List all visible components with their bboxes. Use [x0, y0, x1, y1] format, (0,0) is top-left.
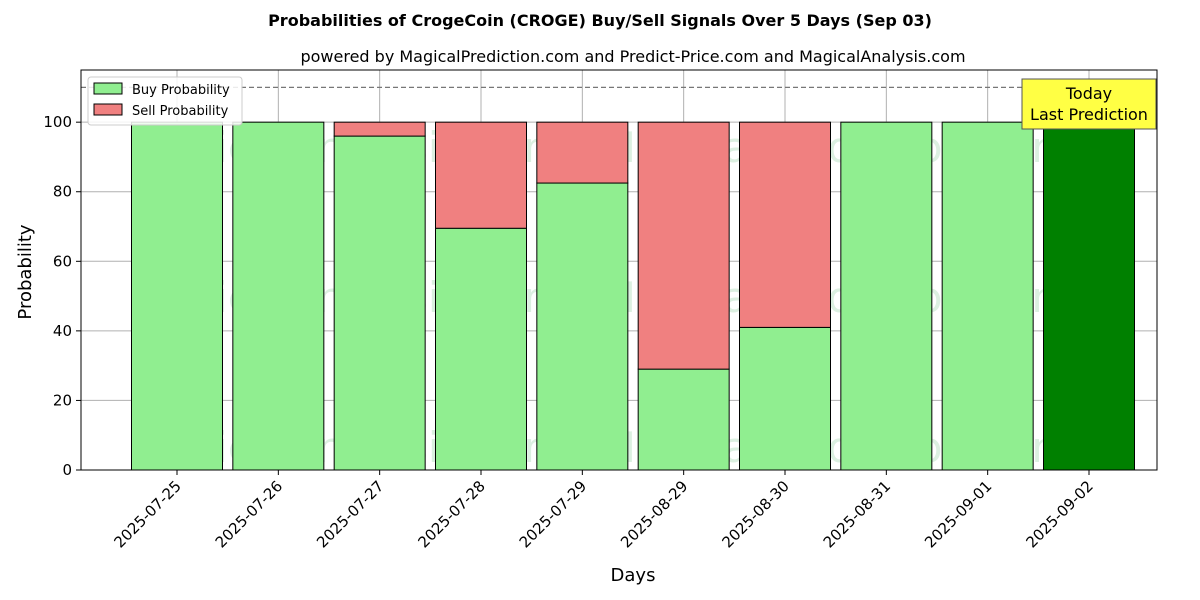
x-tick-label-2025-08-31: 2025-08-31: [820, 477, 894, 551]
chart-subtitle: powered by MagicalPrediction.com and Pre…: [300, 47, 965, 66]
bar-buy-2025-07-28: [435, 227, 527, 471]
legend-swatch-sell: [93, 103, 123, 116]
x-axis: 2025-07-25 2025-07-26 2025-07-27 2025-07-28…: [110, 470, 1097, 551]
legend-swatch-buy: [93, 82, 123, 95]
y-tick-label-40: 40: [53, 322, 72, 340]
bar-buy-2025-07-25: [131, 121, 223, 471]
bar-buy-2025-08-29: [637, 368, 730, 471]
y-tick-label-0: 0: [62, 461, 72, 479]
bar-sell-2025-08-29: [637, 121, 730, 370]
today-annotation: Today Last Prediction: [1021, 78, 1157, 130]
legend: Buy Probability Sell Probability: [87, 76, 243, 126]
bar-buy-2025-09-02: [1043, 121, 1135, 471]
legend-box: [87, 76, 243, 126]
bar-buy-2025-07-29: [536, 182, 629, 471]
y-tick-label-20: 20: [53, 391, 72, 409]
x-tick-label-2025-07-26: 2025-07-26: [212, 477, 286, 551]
x-tick-label-2025-07-29: 2025-07-29: [516, 477, 590, 551]
x-tick-label-2025-08-30: 2025-08-30: [718, 477, 792, 551]
y-tick-label-100: 100: [43, 113, 72, 131]
bars: [131, 121, 1135, 471]
annotation-box: [1021, 78, 1157, 130]
x-tick-label-2025-09-01: 2025-09-01: [921, 477, 995, 551]
x-tick-label-2025-07-28: 2025-07-28: [414, 477, 488, 551]
y-tick-label-80: 80: [53, 183, 72, 201]
bar-buy-2025-08-30: [739, 326, 831, 471]
bar-buy-2025-09-01: [941, 121, 1034, 471]
x-axis-label: Days: [611, 565, 656, 586]
legend-label-buy: Buy Probability: [132, 83, 230, 98]
bar-buy-2025-07-26: [232, 121, 325, 471]
legend-label-sell: Sell Probability: [132, 104, 229, 119]
y-axis: 0 20 40 60 80 100: [43, 113, 81, 479]
chart-title: Probabilities of CrogeCoin (CROGE) Buy/S…: [268, 11, 932, 30]
x-tick-label-2025-07-27: 2025-07-27: [313, 477, 387, 551]
annotation-line-1: Today: [1065, 84, 1112, 103]
y-axis-label: Probability: [15, 224, 36, 319]
x-tick-label-2025-09-02: 2025-09-02: [1022, 477, 1096, 551]
x-tick-label-2025-08-29: 2025-08-29: [617, 477, 691, 551]
bar-sell-2025-07-28: [435, 121, 527, 229]
plot-frame: [80, 69, 1158, 471]
bar-sell-2025-07-29: [536, 121, 629, 184]
bar-buy-2025-07-27: [333, 135, 426, 471]
bar-sell-2025-08-30: [739, 121, 831, 328]
bar-sell-2025-07-27: [333, 121, 426, 137]
y-tick-label-60: 60: [53, 252, 72, 270]
annotation-line-2: Last Prediction: [1030, 105, 1148, 124]
bar-buy-2025-08-31: [840, 121, 933, 471]
x-tick-label-2025-07-25: 2025-07-25: [110, 477, 184, 551]
